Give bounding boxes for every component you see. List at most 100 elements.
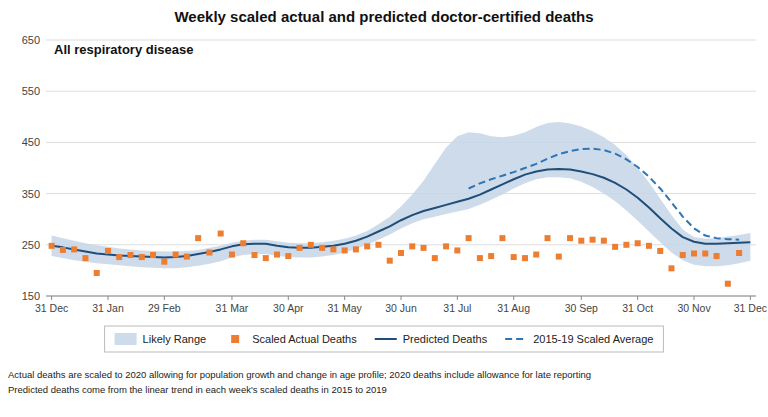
y-tick-label: 450 — [22, 136, 40, 148]
footnote: Predicted deaths come from the linear tr… — [8, 384, 387, 395]
x-tick-label: 31 Mar — [216, 302, 249, 314]
y-tick-label: 150 — [22, 290, 40, 302]
y-tick-label: 350 — [22, 188, 40, 200]
grid-line — [46, 40, 756, 41]
actual-point — [612, 244, 618, 250]
actual-point — [285, 253, 291, 259]
x-tick — [164, 296, 165, 300]
x-tick — [344, 296, 345, 300]
actual-point — [590, 237, 596, 243]
legend: Likely RangeScaled Actual DeathsPredicte… — [105, 326, 664, 352]
actual-point — [657, 248, 663, 254]
x-tick-label: 31 Jan — [92, 302, 124, 314]
actual-point — [623, 242, 629, 248]
x-tick-label: 30 Apr — [273, 302, 304, 314]
actual-point — [116, 254, 122, 260]
actual-point — [274, 252, 280, 258]
actual-point — [601, 238, 607, 244]
legend-label: 2015-19 Scaled Average — [533, 333, 653, 345]
legend-label: Predicted Deaths — [403, 333, 488, 345]
actual-point — [342, 247, 348, 253]
actual-point — [511, 254, 517, 260]
x-tick-label: 31 Oct — [622, 302, 653, 314]
x-tick-label: 29 Feb — [148, 302, 181, 314]
x-tick — [401, 296, 402, 300]
actual-point — [398, 250, 404, 256]
footnote: Actual deaths are scaled to 2020 allowin… — [8, 369, 591, 380]
series-line — [52, 169, 751, 258]
x-tick — [750, 296, 751, 300]
actual-point — [128, 252, 134, 258]
actual-point — [691, 251, 697, 257]
actual-point — [736, 250, 742, 256]
x-tick-label: 31 Dec — [35, 302, 68, 314]
actual-point — [263, 255, 269, 261]
background — [0, 0, 768, 417]
actual-point — [443, 243, 449, 249]
actual-point — [94, 270, 100, 276]
actual-point — [71, 246, 77, 252]
actual-point — [725, 281, 731, 287]
title: Weekly scaled actual and predicted docto… — [174, 8, 593, 25]
x-tick — [231, 296, 232, 300]
grid-line — [46, 142, 756, 143]
likely-range-band — [52, 122, 751, 268]
x-tick — [288, 296, 289, 300]
legend-swatch — [505, 338, 527, 340]
series-line — [469, 149, 739, 240]
actual-point — [556, 254, 562, 260]
actual-point — [533, 252, 539, 258]
actual-point — [545, 235, 551, 241]
actual-point — [578, 238, 584, 244]
x-tick — [581, 296, 582, 300]
grid-line — [46, 91, 756, 92]
actual-point — [60, 247, 66, 253]
x-tick-label: 30 Nov — [677, 302, 711, 314]
x-tick-label: 30 Jun — [385, 302, 417, 314]
plot-area — [49, 122, 751, 287]
actual-point — [454, 247, 460, 253]
chart: Weekly scaled actual and predicted docto… — [0, 0, 768, 417]
actual-point — [702, 251, 708, 257]
actual-point — [387, 258, 393, 264]
actual-point — [668, 265, 674, 271]
actual-point — [499, 235, 505, 241]
x-tick-label: 30 Sep — [565, 302, 598, 314]
actual-point — [375, 242, 381, 248]
actual-point — [680, 252, 686, 258]
actual-point — [319, 245, 325, 251]
legend-swatch — [375, 338, 397, 340]
actual-point — [173, 252, 179, 258]
actual-point — [646, 243, 652, 249]
actual-point — [218, 231, 224, 237]
actual-point — [522, 255, 528, 261]
actual-point — [206, 249, 212, 255]
y-tick-label: 550 — [22, 85, 40, 97]
legend-label: Likely Range — [143, 333, 207, 345]
actual-point — [567, 235, 573, 241]
x-tick — [513, 296, 514, 300]
x-tick — [637, 296, 638, 300]
actual-point — [184, 254, 190, 260]
actual-point — [714, 253, 720, 259]
x-tick — [107, 296, 108, 300]
legend-swatch — [231, 335, 239, 343]
actual-point — [308, 242, 314, 248]
actual-point — [251, 252, 257, 258]
legend-swatch — [115, 333, 137, 345]
x-tick-label: 31 May — [327, 302, 362, 314]
actual-point — [105, 248, 111, 254]
actual-point — [353, 246, 359, 252]
actual-point — [297, 245, 303, 251]
x-tick-label: 31 Jul — [443, 302, 471, 314]
actual-point — [161, 259, 167, 265]
actual-point — [364, 243, 370, 249]
actual-point — [421, 245, 427, 251]
actual-point — [82, 255, 88, 261]
x-tick-label: 31 Dec — [734, 302, 767, 314]
actual-point — [195, 235, 201, 241]
actual-point — [330, 246, 336, 252]
actual-point — [139, 254, 145, 260]
actual-point — [477, 255, 483, 261]
x-tick — [694, 296, 695, 300]
